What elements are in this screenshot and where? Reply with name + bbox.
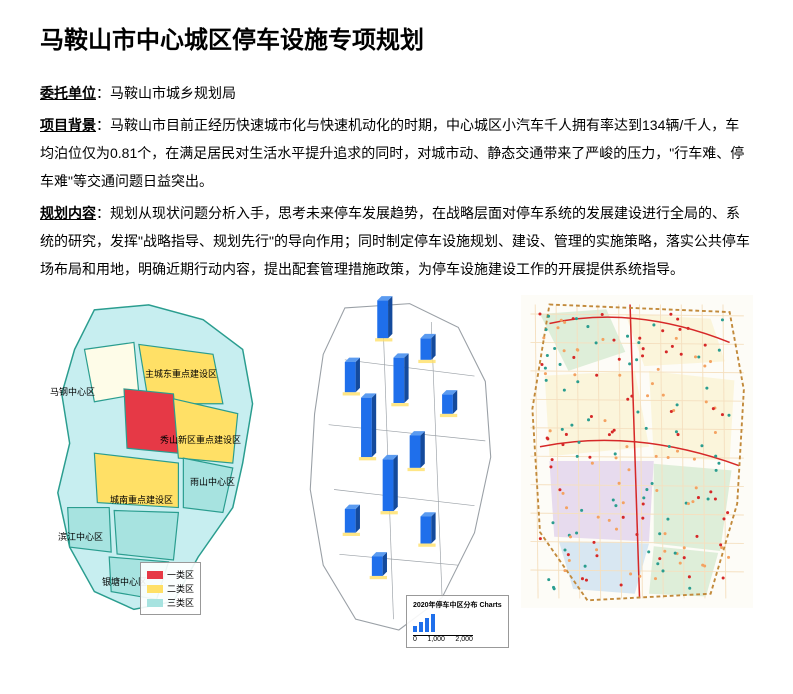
- background-label: 项目背景: [40, 117, 96, 133]
- map1-panel: 马钢中心区主城东重点建设区秀山新区重点建设区城南重点建设区雨山中心区滨江中心区银…: [40, 295, 272, 621]
- background-section: 项目背景：马鞍山市目前正经历快速城市化与快速机动化的时期，中心城区小汽车千人拥有…: [40, 111, 753, 195]
- map3-svg: [521, 295, 753, 608]
- background-value: ：马鞍山市目前正经历快速城市化与快速机动化的时期，中心城区小汽车千人拥有率达到1…: [40, 117, 744, 189]
- map1-legend: 一类区二类区三类区: [140, 562, 201, 615]
- content-section: 规划内容：规划从现状问题分析入手，思考未来停车发展趋势，在战略层面对停车系统的发…: [40, 199, 753, 283]
- client-section: 委托单位：马鞍山市城乡规划局: [40, 79, 753, 107]
- legend-row: 二类区: [147, 582, 194, 595]
- map3-panel: [521, 295, 753, 608]
- content-value: ：规划从现状问题分析入手，思考未来停车发展趋势，在战略层面对停车系统的发展建设进…: [40, 205, 750, 277]
- content-label: 规划内容: [40, 205, 96, 221]
- map2-panel: 2020年停车中区分布 Charts 0 1,000 2,000: [280, 295, 512, 652]
- client-label: 委托单位: [40, 85, 96, 101]
- map2-legend: 2020年停车中区分布 Charts 0 1,000 2,000: [406, 595, 509, 648]
- client-value: ：马鞍山市城乡规划局: [96, 85, 236, 101]
- legend-row: 一类区: [147, 568, 194, 581]
- legend-row: 三类区: [147, 596, 194, 609]
- map2-legend-title: 2020年停车中区分布 Charts: [413, 600, 502, 610]
- page-title: 马鞍山市中心城区停车设施专项规划: [40, 20, 753, 55]
- maps-row: 马钢中心区主城东重点建设区秀山新区重点建设区城南重点建设区雨山中心区滨江中心区银…: [40, 295, 753, 652]
